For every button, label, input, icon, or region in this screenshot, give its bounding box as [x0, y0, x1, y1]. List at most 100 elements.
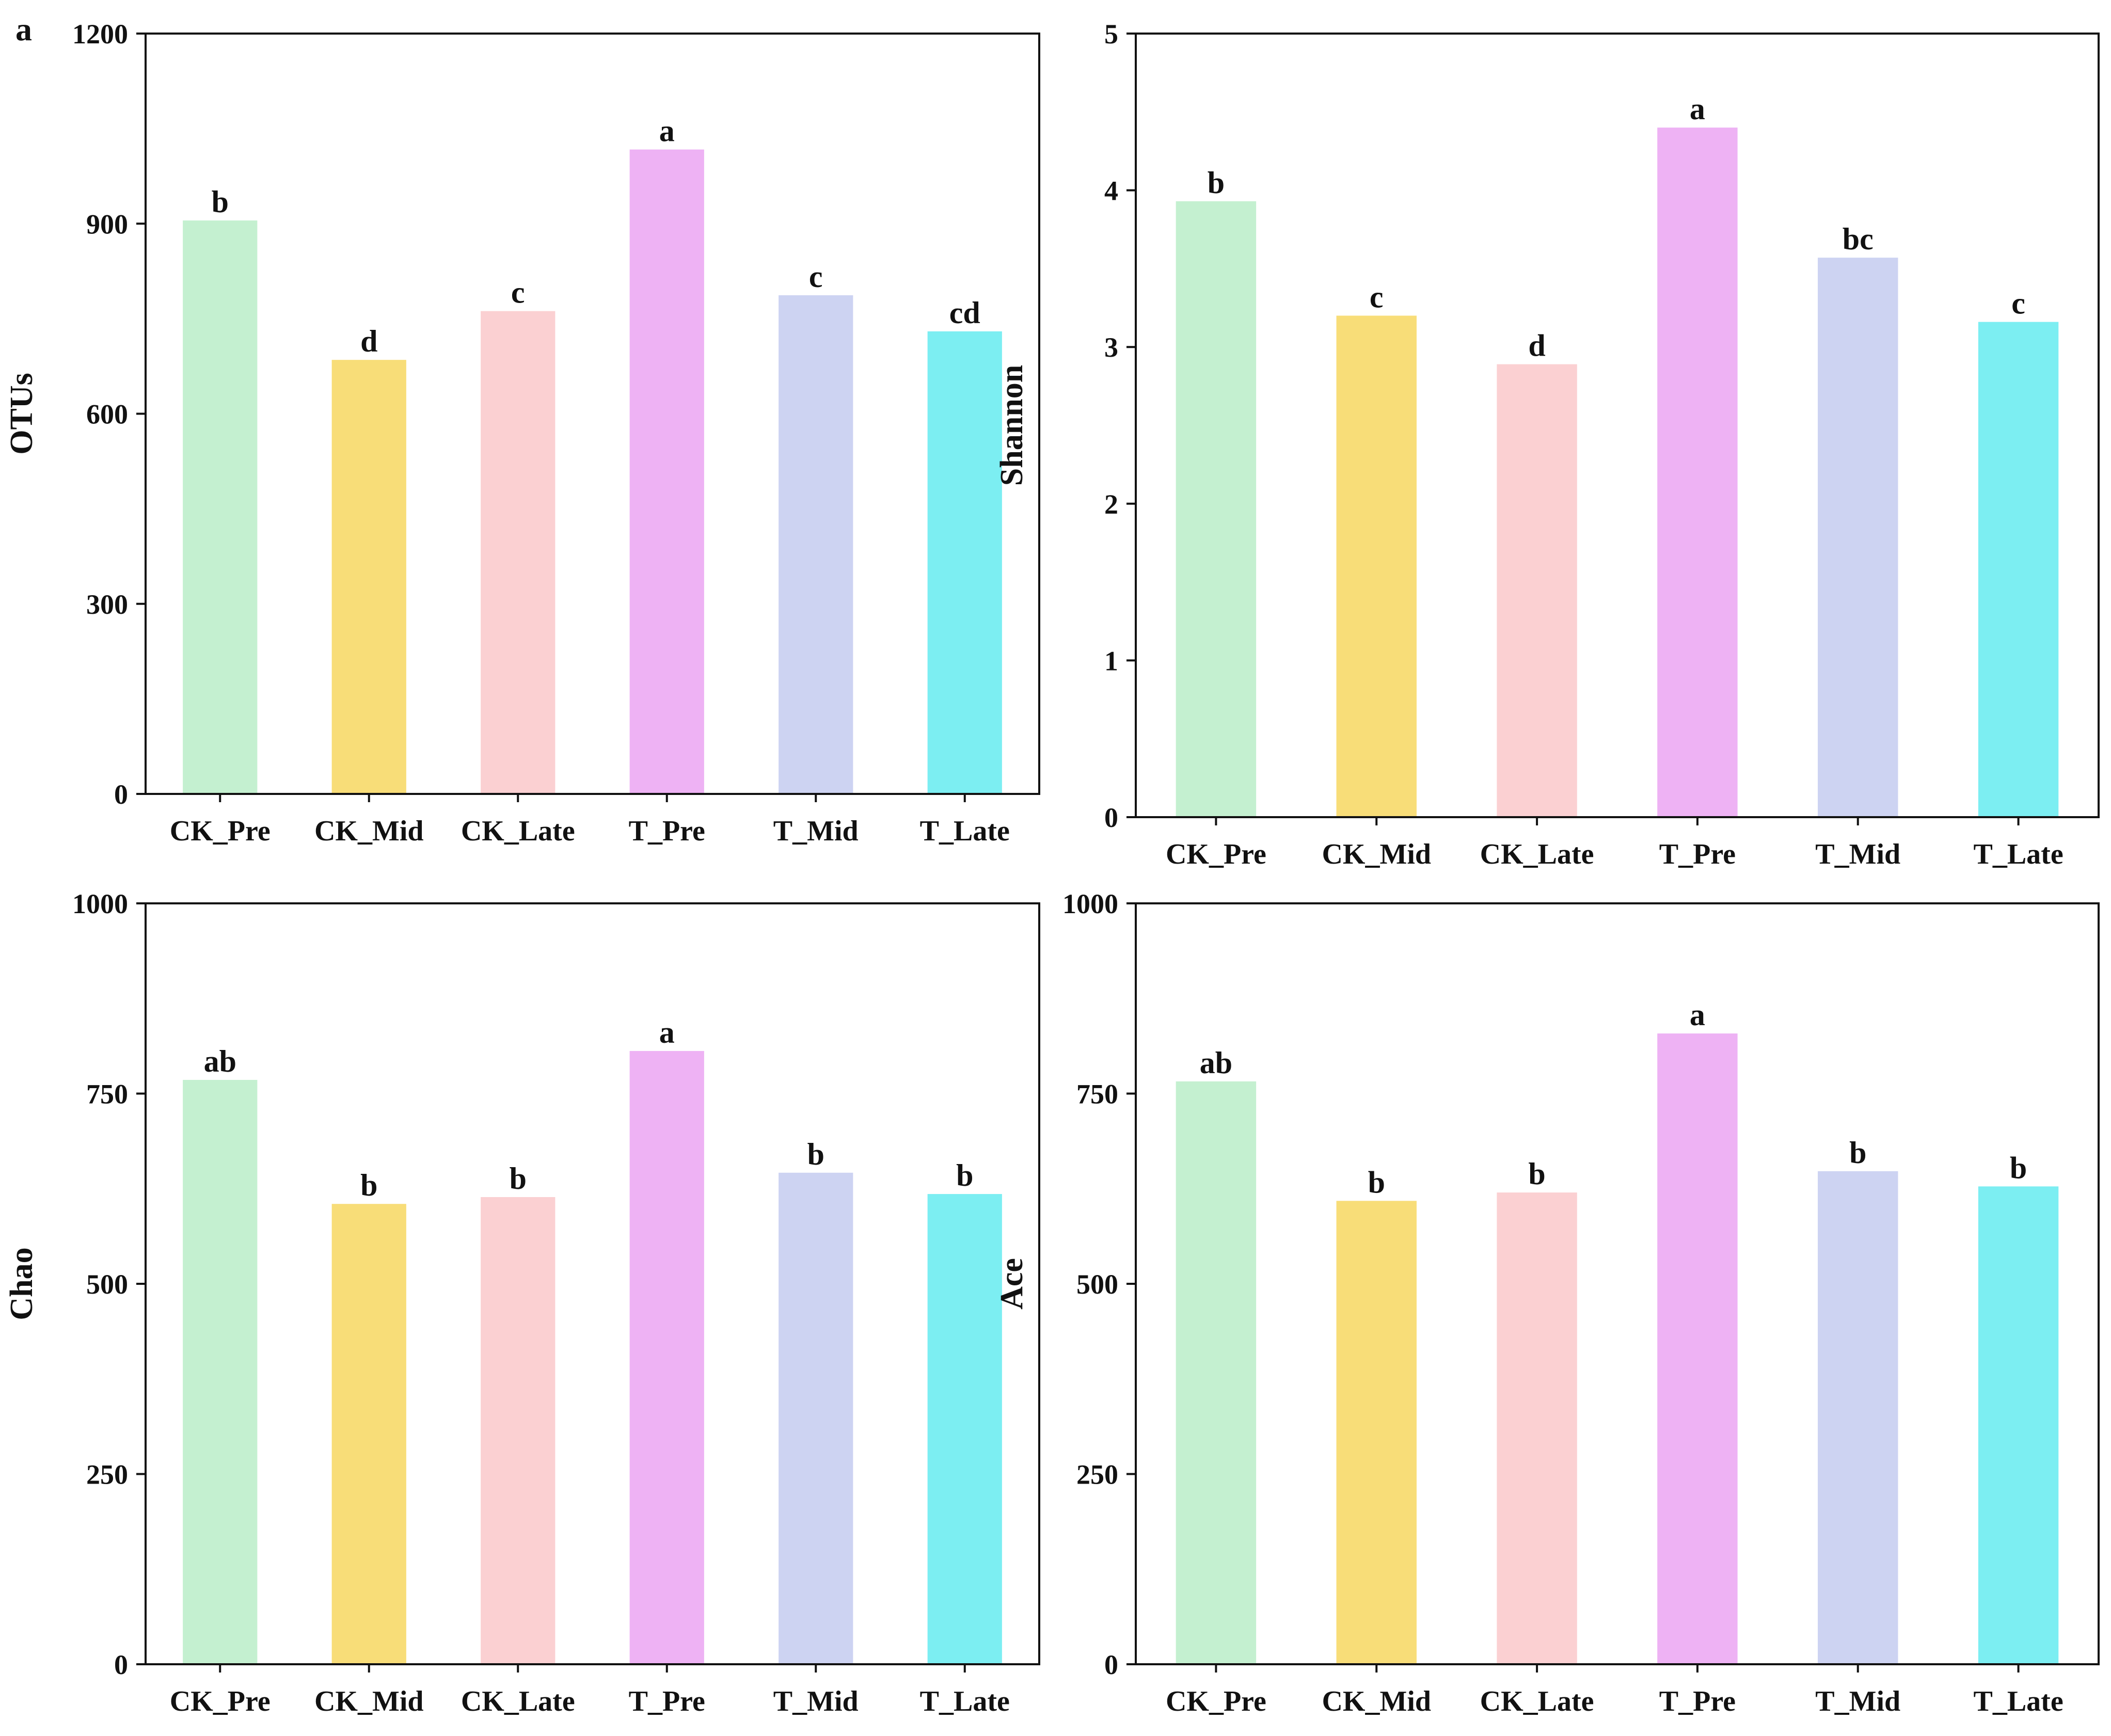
- ace-x-tick-label-t-pre: T_Pre: [1659, 1685, 1736, 1717]
- otus-bar-t-late: [927, 331, 1002, 794]
- chao-y-tick-label-1000: 1000: [72, 888, 128, 919]
- otus-sig-letter-t-mid: c: [809, 260, 823, 294]
- otus-x-tick-label-t-mid: T_Mid: [773, 815, 859, 847]
- ace-sig-letter-ck-mid: b: [1368, 1165, 1385, 1199]
- chao-y-tick-label-250: 250: [86, 1459, 128, 1490]
- ace-x-tick-label-ck-mid: CK_Mid: [1322, 1685, 1431, 1717]
- ace-y-tick-label-750: 750: [1076, 1079, 1118, 1110]
- otus-x-tick-label-ck-mid: CK_Mid: [314, 815, 424, 847]
- ace-bar-t-pre: [1657, 1033, 1738, 1664]
- shannon-y-tick-label-0: 0: [1104, 802, 1118, 833]
- shannon-plot-frame: [1135, 33, 2100, 818]
- otus-y-tick-label-0: 0: [114, 779, 128, 810]
- otus-plot-frame: [145, 33, 1040, 795]
- shannon-y-tick-label-1: 1: [1104, 645, 1118, 676]
- chao-bar-ck-mid: [331, 1204, 406, 1664]
- chao-sig-letter-ck-late: b: [510, 1161, 527, 1196]
- ace-sig-letter-t-pre: a: [1690, 998, 1705, 1032]
- panel-label: a: [15, 11, 32, 47]
- otus-x-tick-label-t-late: T_Late: [920, 815, 1010, 847]
- otus-bar-ck-pre: [183, 220, 258, 794]
- shannon-bar-ck-late: [1497, 364, 1577, 817]
- shannon-bar-ck-pre: [1176, 201, 1257, 817]
- otus-sig-letter-ck-mid: d: [360, 324, 377, 358]
- chao-x-tick-label-ck-late: CK_Late: [461, 1685, 575, 1717]
- otus-y-tick-label-600: 600: [86, 399, 128, 430]
- chao-x-tick-label-t-pre: T_Pre: [629, 1685, 705, 1717]
- otus-y-tick-label-1200: 1200: [72, 19, 128, 50]
- chao-bar-t-pre: [629, 1050, 704, 1664]
- chao-sig-letter-t-mid: b: [807, 1137, 824, 1171]
- chao-x-tick-label-ck-mid: CK_Mid: [314, 1685, 424, 1717]
- ace-sig-letter-t-late: b: [2010, 1151, 2027, 1185]
- chao-y-tick-label-500: 500: [86, 1269, 128, 1300]
- shannon-x-tick-label-ck-mid: CK_Mid: [1322, 838, 1431, 870]
- otus-sig-letter-ck-pre: b: [212, 185, 229, 219]
- shannon-y-axis-title: Shannon: [994, 365, 1029, 486]
- ace-sig-letter-ck-pre: ab: [1200, 1046, 1232, 1080]
- shannon-sig-letter-t-mid: bc: [1843, 222, 1874, 256]
- chao-x-tick-label-t-mid: T_Mid: [773, 1685, 859, 1717]
- chao-plot-frame: [145, 902, 1040, 1665]
- otus-x-tick-label-t-pre: T_Pre: [629, 815, 705, 847]
- ace-bar-ck-pre: [1176, 1081, 1257, 1664]
- shannon-sig-letter-t-pre: a: [1690, 92, 1705, 126]
- shannon-x-tick-label-t-mid: T_Mid: [1815, 838, 1900, 870]
- otus-sig-letter-t-late: cd: [949, 296, 980, 330]
- shannon-bar-t-mid: [1818, 258, 1898, 818]
- chao-sig-letter-t-pre: a: [659, 1015, 675, 1049]
- otus-x-tick-label-ck-late: CK_Late: [461, 815, 575, 847]
- ace-plot-frame: [1135, 902, 2100, 1665]
- otus-x-tick-label-ck-pre: CK_Pre: [170, 815, 271, 847]
- shannon-x-tick-label-ck-pre: CK_Pre: [1166, 838, 1266, 870]
- ace-sig-letter-ck-late: b: [1528, 1157, 1545, 1191]
- otus-bar-ck-late: [481, 311, 555, 794]
- ace-x-tick-label-t-late: T_Late: [1973, 1685, 2063, 1717]
- shannon-bar-t-late: [1978, 322, 2059, 817]
- ace-y-tick-label-1000: 1000: [1062, 888, 1118, 919]
- ace-bar-t-late: [1978, 1186, 2059, 1664]
- ace-y-axis-title: Ace: [994, 1258, 1029, 1310]
- otus-sig-letter-t-pre: a: [659, 114, 675, 148]
- shannon-y-tick-label-2: 2: [1104, 489, 1118, 520]
- otus-y-tick-label-300: 300: [86, 589, 128, 620]
- shannon-sig-letter-ck-pre: b: [1208, 166, 1225, 200]
- chao-bar-ck-pre: [183, 1079, 258, 1664]
- otus-sig-letter-ck-late: c: [511, 276, 525, 310]
- shannon-bar-t-pre: [1657, 128, 1738, 817]
- shannon-sig-letter-ck-mid: c: [1370, 280, 1384, 314]
- ace-y-tick-label-500: 500: [1076, 1269, 1118, 1300]
- shannon-x-tick-label-t-late: T_Late: [1973, 838, 2063, 870]
- ace-y-tick-label-0: 0: [1104, 1649, 1118, 1680]
- otus-y-tick-label-900: 900: [86, 209, 128, 240]
- chao-y-axis-title: Chao: [4, 1247, 39, 1320]
- ace-bar-ck-mid: [1336, 1201, 1417, 1664]
- chao-bar-t-late: [927, 1194, 1002, 1664]
- shannon-x-tick-label-t-pre: T_Pre: [1659, 838, 1736, 870]
- shannon-x-tick-label-ck-late: CK_Late: [1480, 838, 1594, 870]
- ace-x-tick-label-t-mid: T_Mid: [1815, 1685, 1900, 1717]
- chao-bar-t-mid: [779, 1172, 853, 1664]
- ace-y-tick-label-250: 250: [1076, 1459, 1118, 1490]
- ace-x-tick-label-ck-late: CK_Late: [1480, 1685, 1594, 1717]
- otus-y-axis-title: OTUs: [4, 373, 39, 454]
- chao-sig-letter-ck-pre: ab: [204, 1044, 236, 1078]
- chao-sig-letter-ck-mid: b: [360, 1168, 377, 1202]
- shannon-sig-letter-t-late: c: [2011, 286, 2025, 321]
- chart-shannon: b CK_Pre c CK_Mid d CK_Late a T_Pre bc T_Mid c T_La…: [994, 19, 2100, 870]
- ace-bar-t-mid: [1818, 1171, 1898, 1664]
- ace-bar-ck-late: [1497, 1192, 1577, 1664]
- otus-bar-t-mid: [779, 295, 853, 794]
- shannon-bar-ck-mid: [1336, 315, 1417, 817]
- shannon-y-tick-label-5: 5: [1104, 19, 1118, 50]
- chao-y-tick-label-750: 750: [86, 1079, 128, 1110]
- chart-otus: b CK_Pre d CK_Mid c CK_Late a T_Pre c T_Mid cd T_La…: [4, 19, 1040, 847]
- chao-x-tick-label-t-late: T_Late: [920, 1685, 1010, 1717]
- shannon-y-tick-label-4: 4: [1104, 176, 1118, 206]
- chao-bar-ck-late: [481, 1197, 555, 1664]
- shannon-sig-letter-ck-late: d: [1528, 329, 1545, 363]
- chart-ace: ab CK_Pre b CK_Mid b CK_Late a T_Pre b T_Mid b T_La…: [994, 888, 2100, 1717]
- ace-sig-letter-t-mid: b: [1849, 1136, 1866, 1170]
- chao-y-tick-label-0: 0: [114, 1649, 128, 1680]
